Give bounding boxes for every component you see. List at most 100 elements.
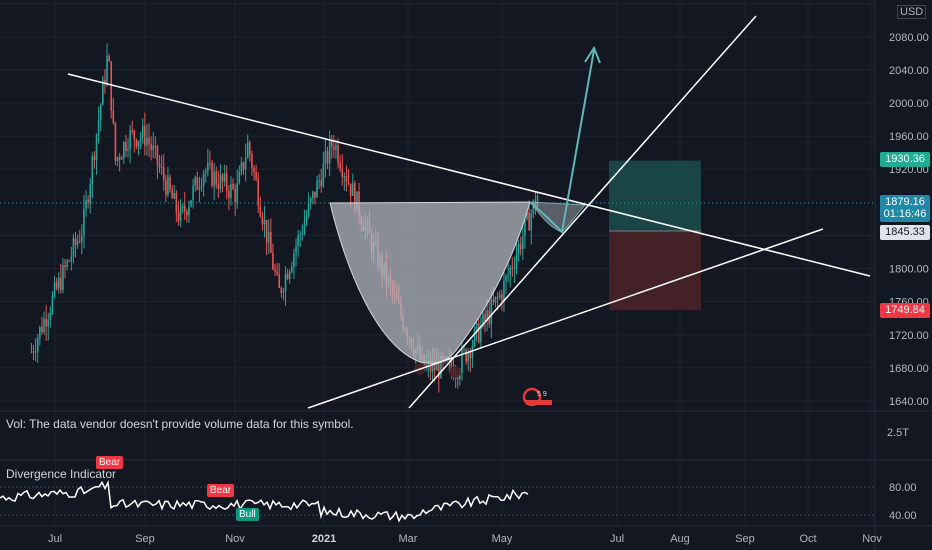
candle-body — [534, 200, 537, 207]
candle-body — [120, 158, 123, 160]
candle-body — [66, 260, 68, 268]
candle-body — [351, 183, 354, 196]
candle-body — [522, 236, 524, 250]
candle-body — [267, 232, 270, 243]
candle-body — [515, 254, 518, 268]
candle-body — [219, 174, 222, 189]
candle-body — [463, 349, 465, 351]
time-tick-label: Sep — [135, 533, 155, 545]
candle-body — [68, 260, 71, 262]
candle-body — [141, 126, 144, 138]
candle-body — [274, 269, 276, 272]
candle-body — [253, 168, 255, 172]
candle-body — [198, 187, 201, 190]
candle-body — [257, 179, 260, 207]
candle-body — [482, 313, 484, 326]
divergence-line — [0, 480, 529, 523]
candle-body — [32, 351, 35, 353]
volume-scale-label: 2.5T — [887, 427, 910, 439]
candle-body — [55, 282, 58, 289]
candle-body — [34, 351, 37, 353]
candle-body — [286, 273, 289, 280]
candle-body — [76, 241, 79, 245]
candle-body — [461, 349, 463, 373]
candle-body — [99, 104, 102, 120]
candle-body — [74, 238, 77, 245]
candle-body — [236, 183, 239, 203]
candle-body — [337, 144, 339, 163]
candle-body — [467, 351, 470, 363]
volume-note: Vol: The data vendor doesn't provide vol… — [6, 417, 354, 431]
projection-arrow — [529, 49, 595, 235]
price-tick-label: 1640.00 — [889, 396, 929, 408]
candle-body — [57, 277, 60, 289]
candle-body — [314, 191, 316, 198]
candle-body — [330, 140, 333, 148]
candle-body — [309, 198, 312, 203]
stop-zone — [609, 231, 701, 311]
price-tick-label: 2000.00 — [889, 98, 929, 110]
candle-body — [328, 140, 331, 164]
candle-body — [232, 183, 234, 189]
candle-body — [530, 213, 533, 231]
candle-body — [123, 142, 125, 159]
candle-body — [112, 110, 115, 123]
candle-body — [249, 142, 251, 155]
candle-body — [459, 372, 461, 380]
candle-body — [471, 345, 474, 358]
candle-body — [154, 145, 157, 147]
candle-body — [186, 211, 188, 216]
candle-body — [270, 232, 272, 253]
candle-body — [301, 233, 304, 235]
currency-label: USD — [897, 5, 927, 19]
candle-body — [62, 265, 64, 291]
time-tick-label: May — [492, 533, 513, 545]
candle-body — [246, 142, 249, 159]
candle-body — [511, 267, 514, 269]
candle-body — [95, 134, 98, 160]
candle-body — [316, 180, 318, 198]
candle-body — [39, 326, 41, 339]
candle-body — [49, 312, 52, 320]
candle-body — [295, 246, 297, 254]
trendline — [67, 73, 871, 277]
candle-body — [181, 205, 184, 209]
candle-body — [190, 200, 192, 207]
drawings — [0, 15, 875, 409]
candle-body — [102, 79, 104, 105]
candle-body — [494, 296, 497, 303]
candle-body — [85, 199, 87, 209]
candle-body — [240, 162, 243, 172]
candle-body — [291, 266, 293, 272]
trendline — [408, 15, 757, 409]
candle-body — [513, 267, 516, 269]
candle-body — [70, 256, 73, 261]
candle-body — [356, 191, 358, 211]
candle-body — [104, 79, 106, 84]
indicator-tick-label: 40.00 — [889, 510, 917, 522]
candle-body — [83, 208, 85, 236]
candle-body — [116, 157, 119, 162]
candle-body — [200, 185, 203, 188]
candle-body — [341, 168, 344, 177]
candle-body — [244, 158, 247, 170]
candle-body — [43, 318, 45, 333]
candle-body — [137, 140, 140, 147]
candle-body — [230, 183, 232, 198]
candle-body — [343, 176, 346, 178]
candle-body — [263, 219, 266, 225]
target-price-tag: 1930.36 — [880, 152, 930, 167]
bear-divergence-badge: Bear — [96, 456, 124, 469]
candle-body — [505, 275, 507, 282]
time-tick-label: Jul — [48, 533, 62, 545]
candle-body — [477, 323, 480, 343]
candle-body — [280, 287, 283, 293]
price-tick-label: 2040.00 — [889, 65, 929, 77]
indicator-title[interactable]: Divergence Indicator — [6, 467, 117, 481]
price-tick-label: 1680.00 — [889, 363, 929, 375]
candle-body — [305, 215, 308, 223]
candle-body — [473, 329, 476, 346]
price-tick-label: 1800.00 — [889, 264, 929, 276]
candle-body — [87, 199, 89, 204]
